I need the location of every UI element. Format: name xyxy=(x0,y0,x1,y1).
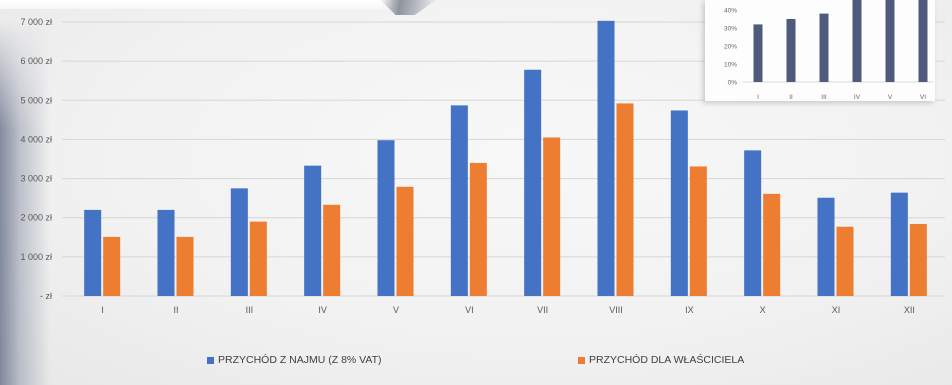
rental-income-bar xyxy=(817,197,835,296)
x-tick-label: I xyxy=(101,305,104,315)
x-tick-label: XI xyxy=(832,305,841,315)
inset-y-tick-label: 30% xyxy=(724,25,737,32)
rental-income-bar xyxy=(450,105,468,296)
legend-item-owner-income: PRZYCHÓD DLA WŁAŚCICIELA xyxy=(578,353,744,367)
x-tick-label: VIII xyxy=(609,305,623,315)
rental-income-bar xyxy=(230,188,248,296)
x-tick-label: II xyxy=(173,305,178,315)
legend-swatch-owner-income xyxy=(578,356,585,364)
rental-income-bar xyxy=(377,140,395,296)
x-tick-label: IV xyxy=(318,305,327,315)
y-tick-label: 6 000 zł xyxy=(20,56,52,66)
legend-swatch-rental-income xyxy=(207,356,214,364)
page-edge-shadow xyxy=(0,20,50,385)
owner-income-bar xyxy=(909,223,927,296)
inset-x-tick-label: V xyxy=(888,94,893,101)
inset-bar xyxy=(885,0,895,82)
owner-income-bar xyxy=(323,204,341,296)
legend-label-owner-income: PRZYCHÓD DLA WŁAŚCICIELA xyxy=(589,354,745,366)
rental-income-bar xyxy=(304,165,322,296)
y-tick-label: 7 000 zł xyxy=(20,17,52,27)
owner-income-bar xyxy=(616,103,634,296)
inset-x-tick-label: IV xyxy=(854,94,861,101)
inset-bar xyxy=(819,13,829,83)
legend-item-rental-income: PRZYCHÓD Z NAJMU (Z 8% VAT) xyxy=(207,353,382,367)
owner-income-bar xyxy=(836,226,854,296)
y-tick-label: 2 000 zł xyxy=(20,213,52,223)
inset-x-tick-label: II xyxy=(789,94,793,101)
y-tick-label: 3 000 zł xyxy=(20,174,52,184)
owner-income-bar xyxy=(176,236,194,296)
owner-income-bar xyxy=(689,166,707,296)
rental-income-bar xyxy=(597,20,615,296)
inset-axis-labels: 0%10%20%30%40%I II III IV V VI xyxy=(724,7,926,101)
bars xyxy=(84,20,927,296)
rental-income-bar xyxy=(84,209,102,296)
rental-income-bar xyxy=(744,150,762,296)
x-tick-label: V xyxy=(393,305,399,315)
owner-income-bar xyxy=(763,193,781,296)
owner-income-bar xyxy=(469,162,487,296)
inset-bar xyxy=(918,0,928,83)
y-tick-label: - zł xyxy=(40,291,52,301)
owner-income-bar xyxy=(396,186,414,296)
inset-y-tick-label: 20% xyxy=(724,43,737,50)
inset-bar-chart: 0%10%20%30%40%I II III IV V VI xyxy=(724,0,933,101)
paper-edge xyxy=(0,0,392,9)
y-tick-label: 1 000 zł xyxy=(20,252,52,262)
owner-income-bar xyxy=(103,236,121,296)
inset-y-tick-label: 10% xyxy=(724,61,737,68)
inset-bar xyxy=(786,19,796,82)
legend-label-rental-income: PRZYCHÓD Z NAJMU (Z 8% VAT) xyxy=(218,354,382,366)
x-tick-label: XII xyxy=(904,305,915,315)
inset-percentage-chart: 0% 10% 20% 30% 40% I II III IV V VI xyxy=(705,0,935,101)
x-tick-label: VI xyxy=(465,305,474,315)
inset-y-tick-label: 40% xyxy=(724,7,737,14)
x-tick-label: VII xyxy=(537,305,548,315)
rental-income-bar xyxy=(670,110,688,296)
rental-income-bar xyxy=(157,209,175,296)
y-tick-label: 4 000 zł xyxy=(20,134,52,144)
inset-x-tick-label: VI xyxy=(920,94,926,101)
rental-income-bar xyxy=(890,192,908,296)
inset-y-tick-label: 0% xyxy=(728,79,738,86)
rental-income-bar xyxy=(524,69,542,296)
inset-bar xyxy=(852,0,862,82)
x-tick-label: III xyxy=(246,305,254,315)
x-tick-label: X xyxy=(760,305,766,315)
inset-x-tick-label: III xyxy=(821,94,827,101)
inset-x-tick-label: I xyxy=(757,94,759,101)
x-tick-label: IX xyxy=(685,305,694,315)
inset-bars xyxy=(753,0,928,83)
y-tick-label: 5 000 zł xyxy=(20,95,52,105)
axis-labels: - zł 1 000 zł 2 000 zł 3 000 zł 4 000 zł 5 00… xyxy=(20,17,914,315)
inset-bar xyxy=(753,24,763,82)
owner-income-bar xyxy=(543,137,561,296)
owner-income-bar xyxy=(249,221,267,296)
